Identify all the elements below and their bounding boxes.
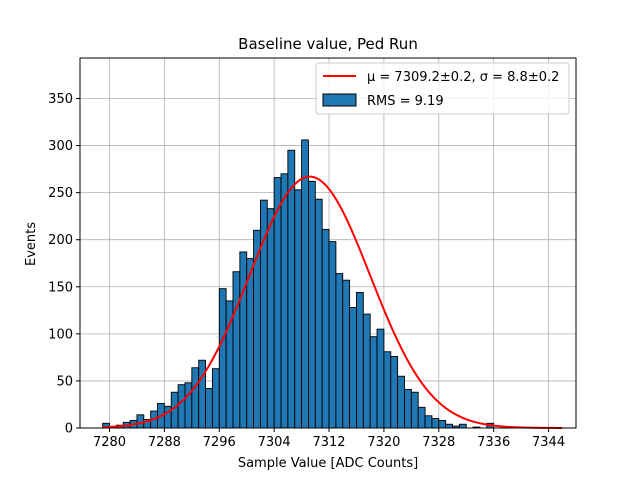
- histogram-bar: [218, 288, 227, 429]
- legend-histogram-label: RMS = 9.19: [367, 94, 444, 109]
- y-axis-ticks: 0 50 100 150 200 250 300 350: [48, 92, 80, 437]
- histogram-bar: [458, 423, 467, 429]
- x-tick-label: 7320: [367, 435, 400, 450]
- histogram-bar: [404, 388, 412, 429]
- histogram-bar: [211, 368, 220, 429]
- histogram-bar: [383, 351, 392, 429]
- histogram-bar: [184, 382, 193, 429]
- histogram-bar: [356, 291, 364, 429]
- x-tick-label: 7280: [93, 435, 126, 450]
- histogram-bar: [390, 355, 399, 429]
- histogram-bar: [342, 279, 351, 429]
- histogram-bar: [280, 173, 289, 429]
- y-tick-label: 350: [48, 92, 73, 107]
- x-tick-label: 7328: [422, 435, 455, 450]
- histogram-bar: [431, 418, 440, 429]
- histogram-bar: [246, 258, 255, 429]
- legend-box: [315, 62, 570, 115]
- histogram-bar: [294, 189, 303, 429]
- histogram-bar: [397, 375, 405, 429]
- x-tick-label: 7304: [258, 435, 291, 450]
- y-axis-label: Events: [24, 222, 39, 266]
- y-tick-label: 200: [48, 233, 73, 248]
- histogram-bar: [445, 423, 453, 429]
- histogram-bar: [335, 273, 344, 429]
- x-tick-label: 7288: [148, 435, 181, 450]
- histogram-bar: [191, 367, 200, 429]
- histogram-bar: [266, 208, 275, 429]
- histogram-bar: [301, 139, 309, 429]
- histogram-bar: [136, 414, 145, 429]
- histogram-bar: [232, 271, 241, 429]
- legend: μ = 7309.2±0.2, σ = 8.8±0.2 RMS = 9.19: [315, 62, 570, 115]
- x-tick-label: 7296: [203, 435, 236, 450]
- y-tick-label: 100: [48, 327, 73, 342]
- histogram-bar: [321, 228, 330, 429]
- histogram-bar: [198, 359, 206, 429]
- y-tick-label: 0: [65, 422, 73, 437]
- y-tick-label: 50: [56, 374, 73, 389]
- histogram-bar: [438, 420, 447, 429]
- histogram-bar: [328, 241, 337, 429]
- legend-fit-label: μ = 7309.2±0.2, σ = 8.8±0.2: [367, 70, 559, 85]
- histogram-bar: [314, 198, 323, 429]
- gaussian-fit-line: [102, 175, 563, 429]
- histogram-bar: [239, 251, 248, 429]
- y-tick-label: 150: [48, 280, 73, 295]
- x-tick-label: 7312: [312, 435, 345, 450]
- plot-frame: [79, 57, 577, 429]
- y-tick-label: 250: [48, 186, 73, 201]
- histogram-bar: [205, 388, 213, 429]
- histogram-bar: [417, 406, 426, 429]
- y-tick-label: 300: [48, 139, 73, 154]
- x-tick-label: 7336: [477, 435, 510, 450]
- histogram-bar: [362, 313, 371, 429]
- histogram-bar: [369, 336, 378, 429]
- histogram-bar: [307, 180, 316, 429]
- legend-histogram-swatch: [322, 93, 357, 107]
- histogram-bar: [410, 391, 419, 429]
- x-tick-label: 7344: [532, 435, 565, 450]
- x-axis-label: Sample Value [ADC Counts]: [238, 456, 418, 471]
- histogram-bar: [177, 384, 186, 429]
- histogram-bar: [376, 328, 385, 429]
- histogram-bar: [424, 415, 433, 429]
- x-axis-ticks: 7280 7288 7296 7304 7312 7320 7328 7336 7344: [93, 428, 565, 450]
- histogram-bars: [102, 139, 495, 429]
- histogram-bar: [349, 307, 357, 429]
- chart-title: Baseline value, Ped Run: [238, 35, 418, 53]
